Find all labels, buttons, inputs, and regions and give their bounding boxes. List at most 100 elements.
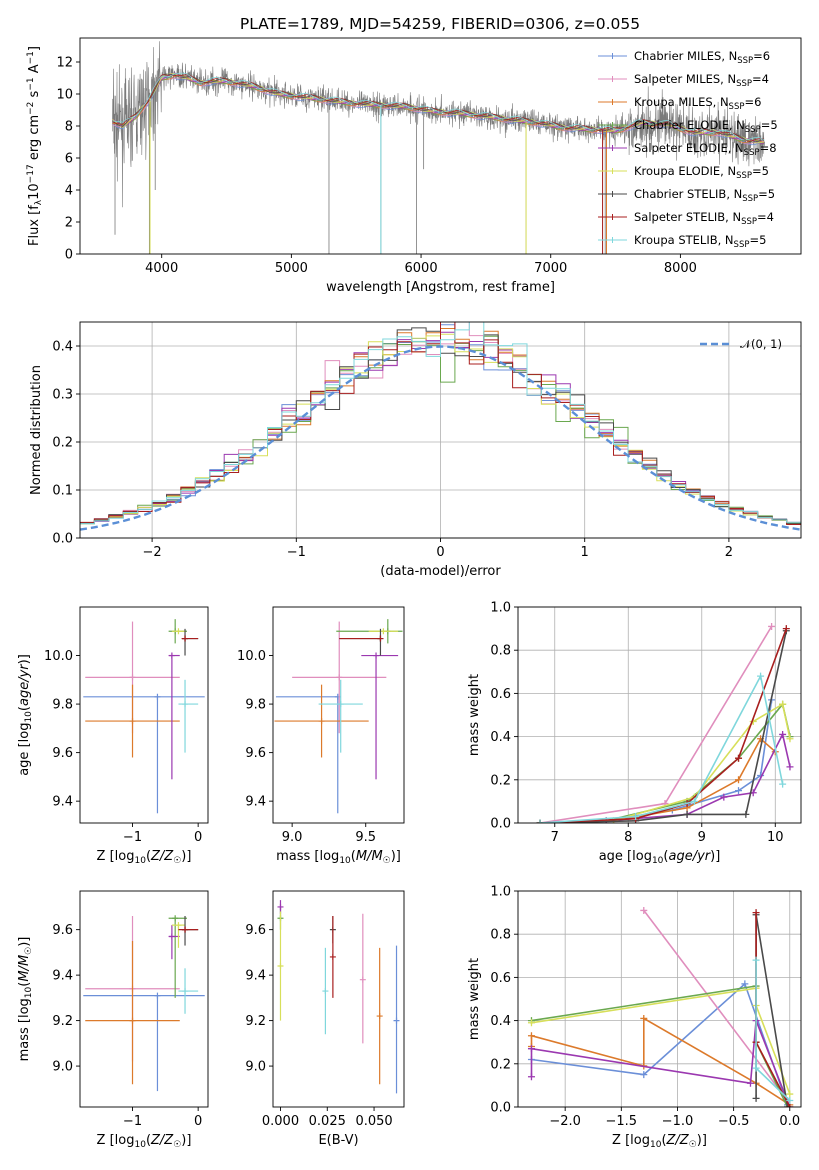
y-tick-label: 0.8 [490,928,511,943]
legend-marker [609,99,616,105]
y-tick-label: 10 [56,88,73,103]
point-marker [318,718,325,725]
x-axis-label: wavelength [Angstrom, rest frame] [326,280,555,295]
y-axis-label: Normed distribution [29,365,44,495]
panel-residuals: −2 −1 0 1 2 0.0 0.1 0.2 0.3 0.4 𝒩(0, 1) (data-model… [29,321,802,579]
weight-marker [640,906,648,914]
plot-area [277,900,400,1094]
legend-entry: Chabrier STELIB, NSSP=5 [634,187,775,204]
y-tick-label: 0.4 [490,1014,511,1029]
weight-marker [742,810,750,818]
legend-entry: Kroupa MILES, NSSP=6 [634,95,761,112]
figure-title: PLATE=1789, MJD=54259, FIBERID=0306, z=0… [240,15,640,33]
point-marker [337,701,344,708]
y-tick-label: 9.4 [245,969,266,984]
weight-marker [752,1064,760,1072]
x-axis-label: Z [log10(Z/Z☉)] [612,1133,707,1150]
point-marker [182,701,189,708]
point-marker [175,628,182,635]
weight-marker [735,754,743,762]
axes-frame [272,606,405,824]
point-marker [322,988,329,995]
data-spectrum [112,41,765,208]
x-tick-label: 10 [767,830,784,845]
weight-line [530,1017,791,1106]
y-tick-label: 0.6 [490,687,511,702]
errorbar-point [178,679,199,753]
legend-marker [609,191,616,197]
model-spectrum [112,72,765,141]
y-tick-label: 9.2 [52,1014,73,1029]
weight-marker [768,622,776,630]
model-spectrum [112,74,764,142]
point-marker [377,635,384,642]
x-axis-label: mass [log10(M/M☉)] [276,849,401,866]
point-marker [373,652,380,659]
legend-marker [609,145,616,151]
plot-area [274,619,403,814]
y-axis-label: age [log10(age/yr)] [17,654,34,776]
weight-marker [640,1071,648,1079]
errorbar-point [171,922,186,948]
legend-entry: Salpeter STELIB, NSSP=4 [634,210,774,227]
normal-curve [80,345,801,531]
errorbar-point [178,926,199,933]
errorbar-point [318,679,363,753]
legend-entry: Chabrier ELODIE, NSSP=5 [634,118,778,135]
panel-age-vs-mass: 9.0 9.5 9.4 9.6 9.8 10.0 mass [log10(M/M☉)] [237,606,405,866]
weight-marker [786,1103,794,1107]
x-axis-label: Z [log10(Z/Z☉)] [97,1133,192,1150]
y-tick-label: 0.2 [52,436,73,451]
legend-marker [609,76,616,82]
x-tick-label: 8000 [664,261,697,276]
weight-marker [786,763,794,771]
point-marker [172,915,179,922]
residual-histogram [80,322,801,525]
x-tick-label: 0.0 [779,1114,800,1129]
point-marker [182,926,189,933]
legend-marker [609,237,616,243]
x-tick-label: −2.0 [549,1114,581,1129]
plot-area [83,619,205,814]
axes-frame [79,321,802,539]
weight-line [531,982,789,1106]
x-tick-label: −1.5 [606,1114,638,1129]
legend-marker [609,53,616,59]
model-spectrum [112,75,765,144]
errorbar-point [274,684,369,758]
point-marker [168,652,175,659]
axes-frame [517,890,802,1108]
y-tick-label: 0.8 [490,644,511,659]
weight-marker [527,1045,535,1053]
weight-marker [735,776,743,784]
weight-marker [752,909,760,917]
y-tick-label: 4 [65,184,73,199]
errorbar-point [368,628,399,635]
x-tick-label: −2 [143,545,162,560]
panel-mass-vs-Z: −1 0 9.0 9.2 9.4 9.6 Z [log10(Z/Z☉)] mass [log1… [17,890,209,1150]
axes-frame [79,37,802,255]
legend-entry: Chabrier MILES, NSSP=6 [634,49,770,66]
x-tick-label: 9.5 [355,830,376,845]
x-tick-label: 7000 [534,261,567,276]
errorbar-point [85,941,180,1085]
weight-marker [527,1032,535,1040]
point-marker [154,693,161,700]
errorbar-point [322,947,329,1035]
y-tick-label: 2 [65,216,73,231]
point-marker [380,628,387,635]
errorbar-point [168,915,187,998]
weight-marker [779,730,787,738]
errorbar-point [85,684,180,758]
weight-line [755,914,789,1107]
point-marker [393,1017,400,1024]
point-marker [182,988,189,995]
legend-marker [609,168,616,174]
point-marker [154,992,161,999]
y-tick-label: 9.6 [52,923,73,938]
weight-marker [786,1090,794,1098]
weight-marker [527,1073,535,1081]
errorbar-point [277,911,284,1021]
x-tick-label: 0.025 [309,1114,346,1129]
y-tick-label: 9.4 [245,795,266,810]
